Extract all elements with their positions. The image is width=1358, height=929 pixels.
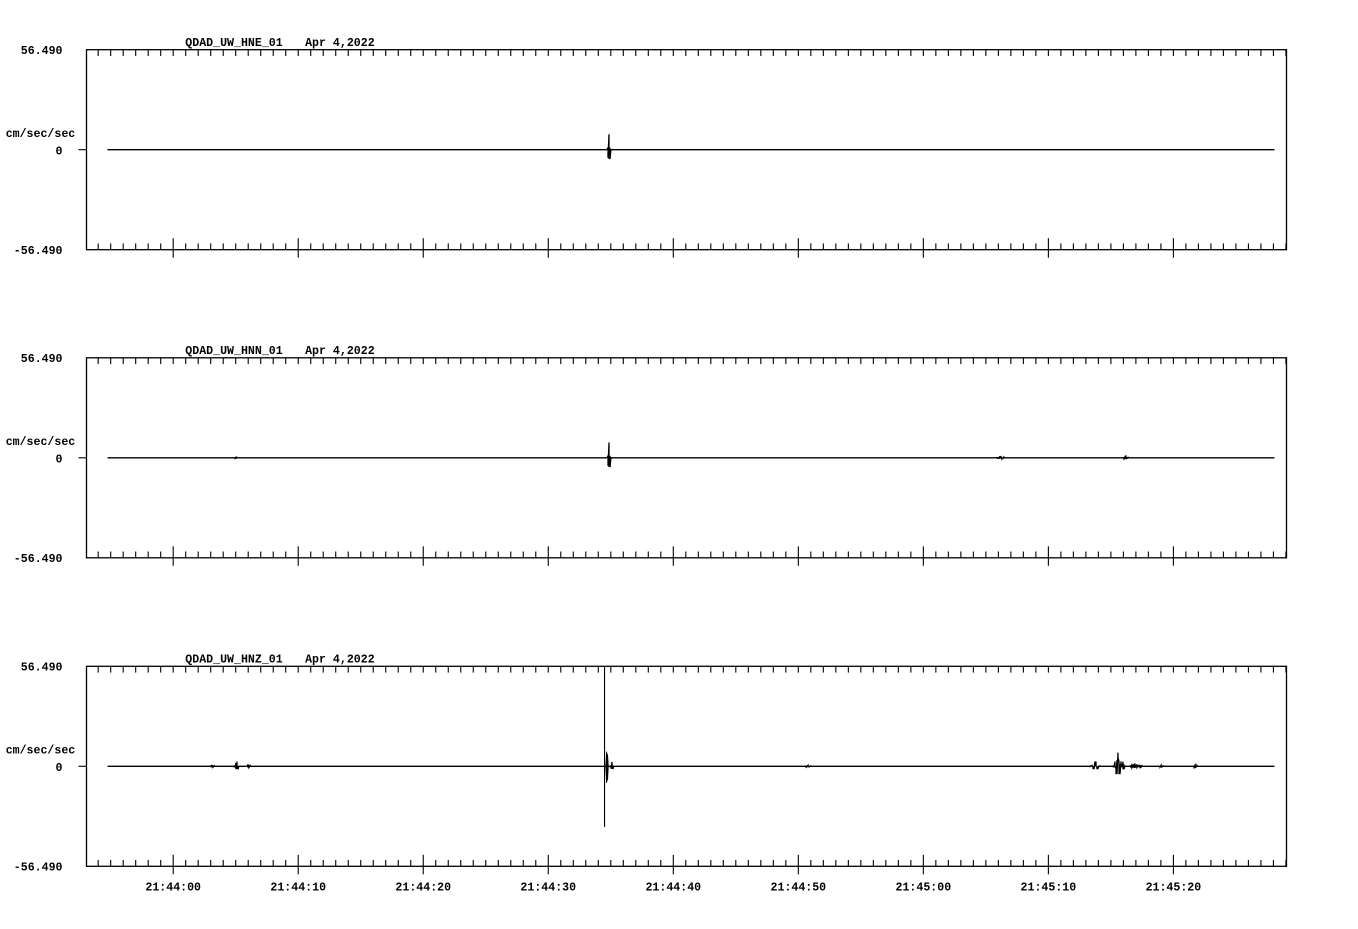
svg-text:0: 0 <box>56 762 63 775</box>
svg-text:cm/sec/sec: cm/sec/sec <box>6 745 76 758</box>
svg-text:56.490: 56.490 <box>21 661 63 674</box>
svg-text:cm/sec/sec: cm/sec/sec <box>6 436 76 449</box>
svg-text:21:45:20: 21:45:20 <box>1146 881 1202 894</box>
svg-text:0: 0 <box>56 145 63 158</box>
svg-text:21:44:40: 21:44:40 <box>645 881 701 894</box>
svg-text:Apr 4,2022: Apr 4,2022 <box>305 654 375 667</box>
svg-text:cm/sec/sec: cm/sec/sec <box>6 128 76 141</box>
svg-text:QDAD_UW_HNE_01: QDAD_UW_HNE_01 <box>185 37 282 50</box>
svg-text:Apr 4,2022: Apr 4,2022 <box>305 345 375 358</box>
svg-text:QDAD_UW_HNN_01: QDAD_UW_HNN_01 <box>185 345 282 358</box>
svg-text:56.490: 56.490 <box>21 45 63 58</box>
svg-text:21:44:50: 21:44:50 <box>770 881 826 894</box>
svg-text:-56.490: -56.490 <box>14 245 63 258</box>
svg-text:21:45:10: 21:45:10 <box>1021 881 1077 894</box>
svg-text:QDAD_UW_HNZ_01: QDAD_UW_HNZ_01 <box>185 654 282 667</box>
svg-text:0: 0 <box>56 453 63 466</box>
svg-text:Apr 4,2022: Apr 4,2022 <box>305 37 375 50</box>
svg-text:21:44:20: 21:44:20 <box>395 881 451 894</box>
svg-text:56.490: 56.490 <box>21 353 63 366</box>
svg-text:-56.490: -56.490 <box>14 553 63 566</box>
svg-text:21:44:10: 21:44:10 <box>270 881 326 894</box>
svg-text:-56.490: -56.490 <box>14 861 63 874</box>
svg-text:21:45:00: 21:45:00 <box>896 881 952 894</box>
svg-text:21:44:00: 21:44:00 <box>145 881 201 894</box>
svg-text:21:44:30: 21:44:30 <box>520 881 576 894</box>
